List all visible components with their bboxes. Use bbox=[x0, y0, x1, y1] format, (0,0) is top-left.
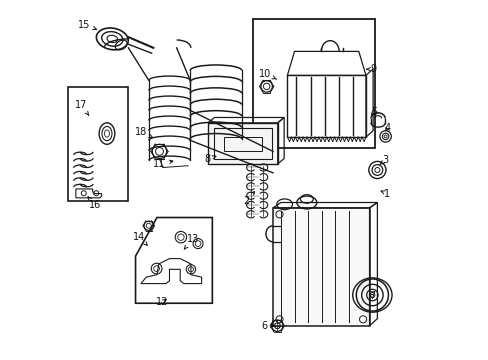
Text: 14: 14 bbox=[133, 232, 147, 246]
Bar bbox=[67, 87, 128, 202]
Text: 6: 6 bbox=[261, 321, 273, 331]
Text: 7: 7 bbox=[368, 291, 375, 301]
Bar bbox=[214, 128, 271, 158]
Text: 1: 1 bbox=[380, 189, 389, 199]
Polygon shape bbox=[272, 208, 369, 326]
Text: 15: 15 bbox=[78, 19, 96, 30]
Bar bbox=[224, 137, 261, 152]
Bar bbox=[253, 19, 374, 148]
Text: 11: 11 bbox=[152, 159, 172, 169]
Text: 9: 9 bbox=[366, 64, 375, 74]
Text: 5: 5 bbox=[370, 107, 376, 117]
Text: 12: 12 bbox=[156, 297, 168, 307]
Text: 8: 8 bbox=[203, 154, 216, 164]
Text: 13: 13 bbox=[184, 234, 199, 249]
Text: 3: 3 bbox=[379, 156, 388, 165]
Text: 17: 17 bbox=[75, 100, 88, 115]
Text: 16: 16 bbox=[88, 197, 101, 210]
Text: 2: 2 bbox=[243, 192, 254, 206]
Polygon shape bbox=[207, 123, 277, 164]
Text: 10: 10 bbox=[259, 68, 276, 79]
Text: 18: 18 bbox=[135, 127, 152, 138]
Text: 4: 4 bbox=[384, 123, 389, 133]
